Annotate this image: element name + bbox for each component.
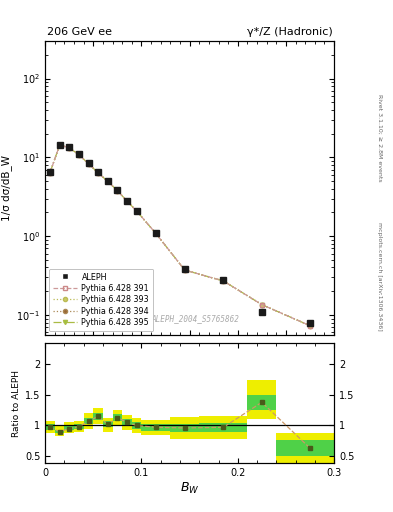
Y-axis label: 1/σ dσ/dB_W: 1/σ dσ/dB_W	[2, 155, 12, 221]
Legend: ALEPH, Pythia 6.428 391, Pythia 6.428 393, Pythia 6.428 394, Pythia 6.428 395: ALEPH, Pythia 6.428 391, Pythia 6.428 39…	[49, 269, 153, 331]
Text: 206 GeV ee: 206 GeV ee	[47, 27, 112, 36]
X-axis label: $B_W$: $B_W$	[180, 481, 199, 496]
Y-axis label: Ratio to ALEPH: Ratio to ALEPH	[12, 370, 21, 437]
Text: ALEPH_2004_S5765862: ALEPH_2004_S5765862	[151, 314, 239, 324]
Text: Rivet 3.1.10; ≥ 2.8M events: Rivet 3.1.10; ≥ 2.8M events	[377, 94, 382, 182]
Text: mcplots.cern.ch [arXiv:1306.3436]: mcplots.cern.ch [arXiv:1306.3436]	[377, 222, 382, 331]
Text: γ*/Z (Hadronic): γ*/Z (Hadronic)	[247, 27, 332, 36]
